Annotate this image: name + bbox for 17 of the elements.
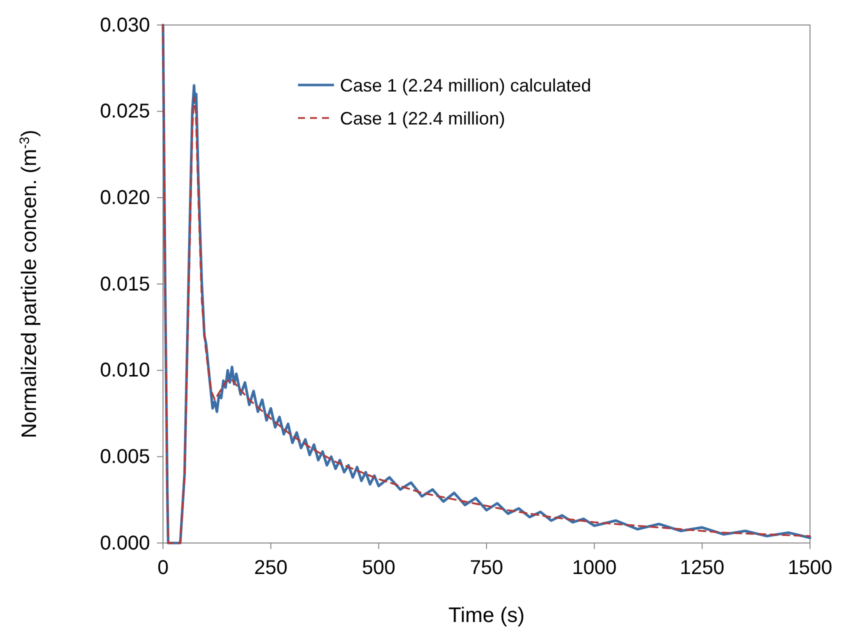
y-tick-label: 0.020 [100,187,150,210]
y-tick-label: 0.010 [100,360,150,382]
y-tick-label: 0.000 [100,532,150,554]
x-tick-label: 750 [470,557,504,579]
x-tick-label: 1500 [788,557,832,579]
x-tick-label: 250 [254,557,288,579]
y-tick-label: 0.030 [100,14,150,36]
legend-label: Case 1 (22.4 million) [340,108,506,128]
x-axis-title: Time (s) [448,604,525,627]
x-tick-label: 1250 [680,557,724,579]
y-tick-label: 0.005 [100,446,150,468]
x-tick-label: 1000 [572,557,617,579]
x-tick-label: 500 [362,557,396,579]
y-tick-label: 0.015 [100,273,150,296]
y-tick-label: 0.025 [100,100,150,123]
x-tick-label: 0 [157,557,169,579]
legend-label: Case 1 (2.24 million) calculated [340,75,592,96]
